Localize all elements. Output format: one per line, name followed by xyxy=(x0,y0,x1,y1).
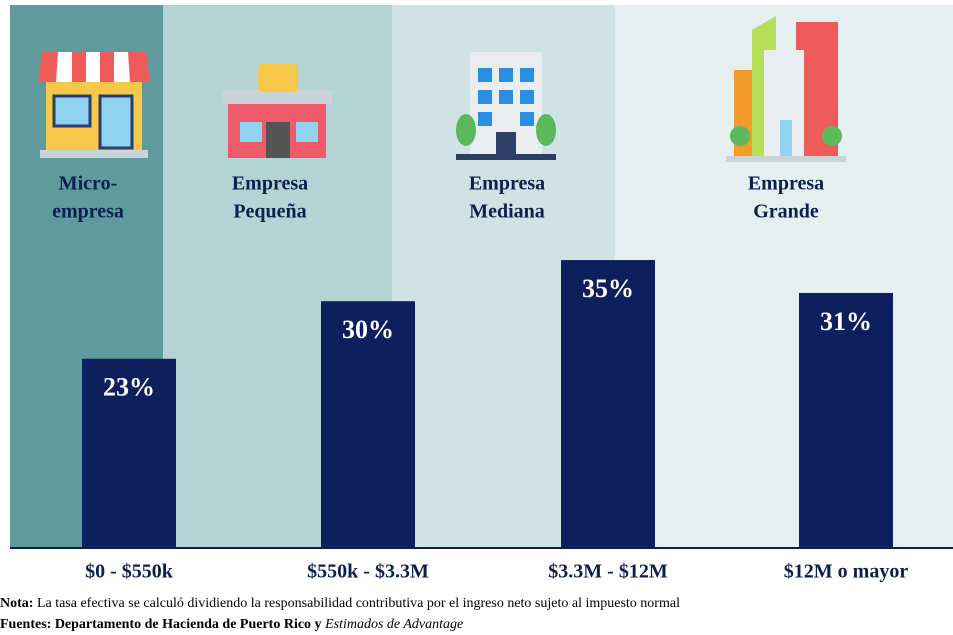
segment-label: Grande xyxy=(753,201,819,223)
value-label: 23% xyxy=(103,373,155,402)
icon-small xyxy=(222,64,332,158)
segment-label: Empresa xyxy=(469,173,545,195)
sources-label: Fuentes: Departamento de Hacienda de Pue… xyxy=(0,617,322,632)
segment-label: Mediana xyxy=(469,201,545,223)
x-tick-label: $3.3M - $12M xyxy=(548,561,668,583)
x-tick-label: $12M o mayor xyxy=(784,561,909,583)
value-label: 35% xyxy=(582,274,634,303)
icon-medium xyxy=(456,52,556,160)
note-text: La tasa efectiva se calculó dividiendo l… xyxy=(37,596,680,611)
sources: Fuentes: Departamento de Hacienda de Pue… xyxy=(0,617,463,632)
segment-label: Pequeña xyxy=(233,201,306,223)
note: Nota: La tasa efectiva se calculó dividi… xyxy=(0,596,680,611)
value-label: 31% xyxy=(820,307,872,336)
bar xyxy=(321,301,415,548)
sources-italic: Estimados de Advantage xyxy=(324,617,463,632)
segment-label: Micro- xyxy=(59,173,118,195)
x-tick-label: $0 - $550k xyxy=(85,561,174,583)
segment-label: Empresa xyxy=(232,173,308,195)
icon-large xyxy=(726,16,846,162)
segment-label: Empresa xyxy=(748,173,824,195)
segment-label: empresa xyxy=(52,201,124,223)
note-label: Nota: xyxy=(0,596,33,611)
bar xyxy=(561,260,655,548)
value-label: 30% xyxy=(342,315,394,344)
bar xyxy=(799,292,893,548)
bar xyxy=(82,358,176,548)
x-tick-label: $550k - $3.3M xyxy=(307,561,429,583)
icon-micro xyxy=(38,52,150,158)
